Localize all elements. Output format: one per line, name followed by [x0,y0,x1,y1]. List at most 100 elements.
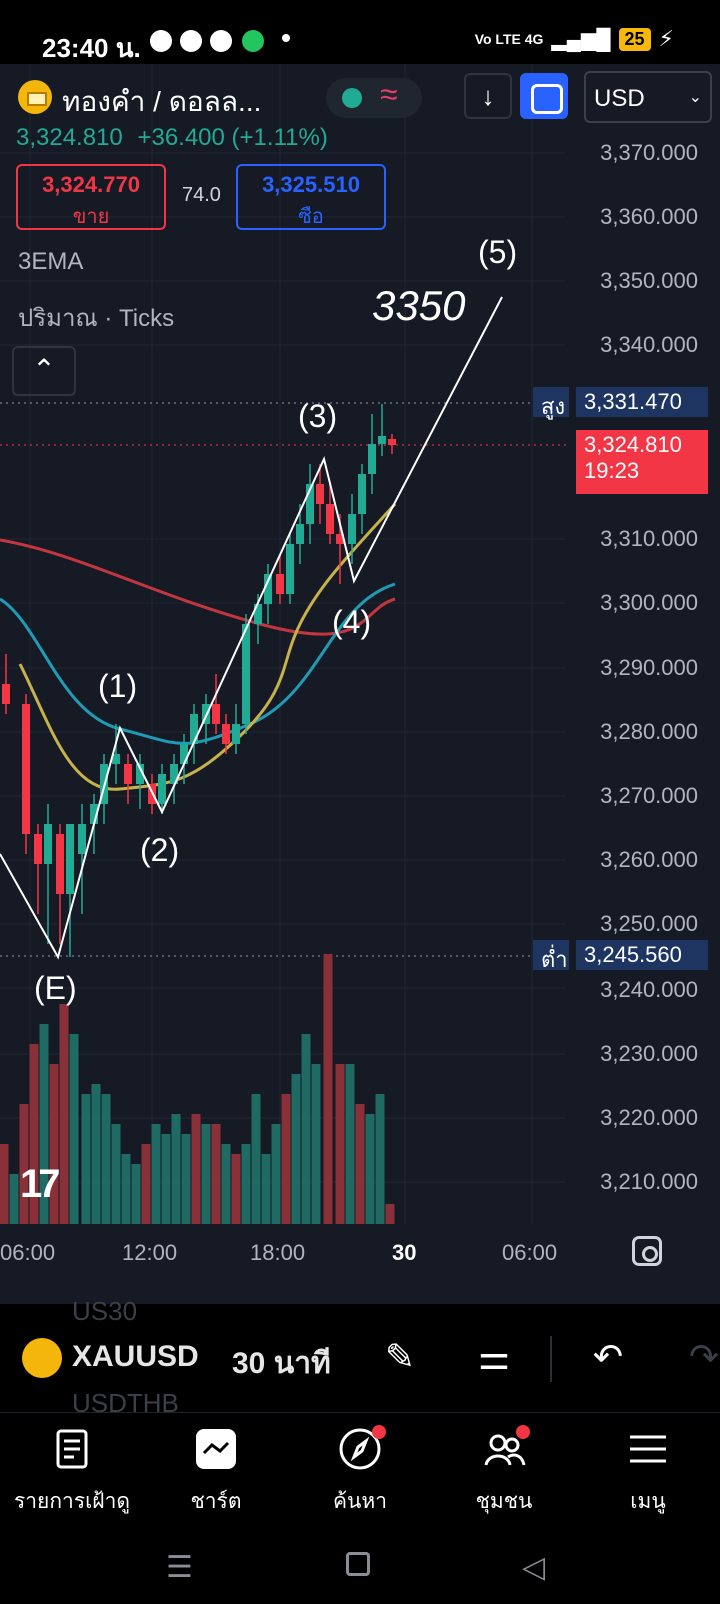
price-axis-label: 3,370.000 [600,140,698,165]
high-tag-value: 3,331.470 [576,387,708,417]
time-axis-label: 06:00 [0,1240,56,1265]
bar-countdown: 19:23 [584,458,640,483]
nav-menu[interactable]: เมนู [576,1413,720,1533]
time-axis-label: 12:00 [122,1240,178,1265]
volume-bar [221,1144,231,1224]
price-axis-label: 3,270.000 [600,783,698,808]
volume-bar [231,1154,241,1224]
volume-bar [385,1204,395,1224]
last-price: 3,324.810 [16,124,123,151]
notification-dot [372,1425,386,1439]
download-button[interactable]: ↓ [464,73,512,119]
volume-bar [181,1134,191,1224]
nav-explore[interactable]: ค้นหา [288,1413,432,1533]
volume-bar [161,1134,171,1224]
volume-bar [291,1074,301,1224]
wave-label-e[interactable]: (E) [34,970,77,1006]
wave-label-2[interactable]: (2) [140,832,180,868]
wave-icon: ≈ [380,76,398,112]
spread-value: 74.0 [182,184,221,206]
nav-watchlist[interactable]: รายการเฝ้าดู [0,1413,144,1533]
volume-bar [375,1094,385,1224]
candle-body [378,436,386,444]
high-tag-label: สูง [533,387,569,419]
nav-label: รายการเฝ้าดู [13,1490,131,1513]
volume-bar [121,1154,131,1224]
network-label: Vo LTE 4G [474,31,544,47]
candle-body [336,534,344,544]
sliders-icon[interactable]: ⚌ [477,1336,511,1377]
indicator-ema-label[interactable]: 3EMA [18,248,84,275]
price-change-pct: (+1.11%) [231,124,328,151]
price-axis-label: 3,290.000 [600,655,698,680]
price-summary: 3,324.810 +36.400 (+1.11%) [16,124,328,152]
nav-community[interactable]: ชุมชน [432,1413,576,1533]
volume-bar [91,1084,101,1224]
status-time: 23:40 น. [42,33,141,63]
sell-button[interactable]: 3,324.770 ขาย [16,164,166,230]
wave-label-3[interactable]: (3) [298,398,338,434]
candle-body [326,504,334,534]
redo-icon[interactable]: ↷ [688,1336,720,1377]
volume-bar [191,1114,201,1224]
undo-icon[interactable]: ↶ [592,1336,624,1377]
currency-select[interactable]: USD ⌄ [584,71,712,123]
candle-body [212,704,220,724]
current-price-value: 3,324.810 [584,432,682,457]
line-icon [210,30,232,52]
price-axis-label: 3,310.000 [600,526,698,551]
wave-label-4[interactable]: (4) [332,604,372,640]
nav-label: ชาร์ต [190,1490,242,1513]
volume-bar [335,1064,345,1224]
nav-label: ชุมชน [475,1490,533,1513]
symbol-title[interactable]: ทองคำ / ดอลล... [62,86,262,117]
symbol-list-item[interactable]: US30 [72,1296,138,1326]
indicator-volume-label[interactable]: ปริมาณ · Ticks [18,305,175,332]
volume-bar [345,1064,355,1224]
signal-icon: ▂▄▆█ [551,28,611,51]
volume-bars [0,954,395,1224]
candle-body [388,439,396,445]
price-change: +36.400 [137,124,225,151]
fullscreen-button[interactable] [520,73,568,119]
status-bar: 23:40 น. Vo LTE 4G ▂▄▆█ 25 ⚡ [0,0,720,64]
nav-label: ค้นหา [332,1490,388,1513]
price-chart[interactable] [0,64,720,1304]
candle-body [180,744,188,764]
volume-bar [365,1114,375,1224]
volume-bar [301,1034,311,1224]
volume-bar [323,954,333,1224]
bottom-navigation: รายการเฝ้าดู ชาร์ต ค้นหา ชุมชน เม [0,1412,720,1532]
chart-settings-icon[interactable] [632,1236,662,1266]
collapse-button[interactable]: ⌃ [12,346,76,396]
volume-bar [0,1144,9,1224]
wave-label-1[interactable]: (1) [98,668,138,704]
recent-apps-icon[interactable]: ☰ [166,1551,193,1584]
symbol-selector[interactable]: XAUUSD [72,1340,199,1373]
home-icon[interactable] [346,1552,370,1576]
market-status-pill[interactable] [326,78,422,118]
back-icon[interactable]: ◁ [522,1551,546,1584]
chart-area[interactable]: ทองคำ / ดอลล... ≈ ↓ USD ⌄ 3,324.810 +36.… [0,64,720,1304]
target-annotation[interactable]: 3350 [372,282,466,329]
wave-label-5[interactable]: (5) [478,234,518,270]
volume-bar [151,1124,161,1224]
sell-price: 3,324.770 [42,172,140,197]
arrow-down-icon: ↓ [481,81,495,111]
volume-bar [271,1124,281,1224]
interval-selector[interactable]: 30 นาที [232,1347,331,1380]
volume-bar [201,1124,211,1224]
currency-value: USD [594,85,645,112]
volume-bar [101,1094,111,1224]
watchlist-icon [56,1429,88,1469]
volume-bar [241,1144,251,1224]
pencil-icon[interactable]: ✎ [384,1336,416,1377]
candle-body [316,484,324,504]
nav-chart[interactable]: ชาร์ต [144,1413,288,1533]
time-axis-label: 30 [392,1240,417,1265]
buy-button[interactable]: 3,325.510 ซือ [236,164,386,230]
candle-body [56,834,64,894]
price-axis-label: 3,340.000 [600,332,698,357]
price-axis-label: 3,260.000 [600,847,698,872]
candle-body [136,764,144,784]
